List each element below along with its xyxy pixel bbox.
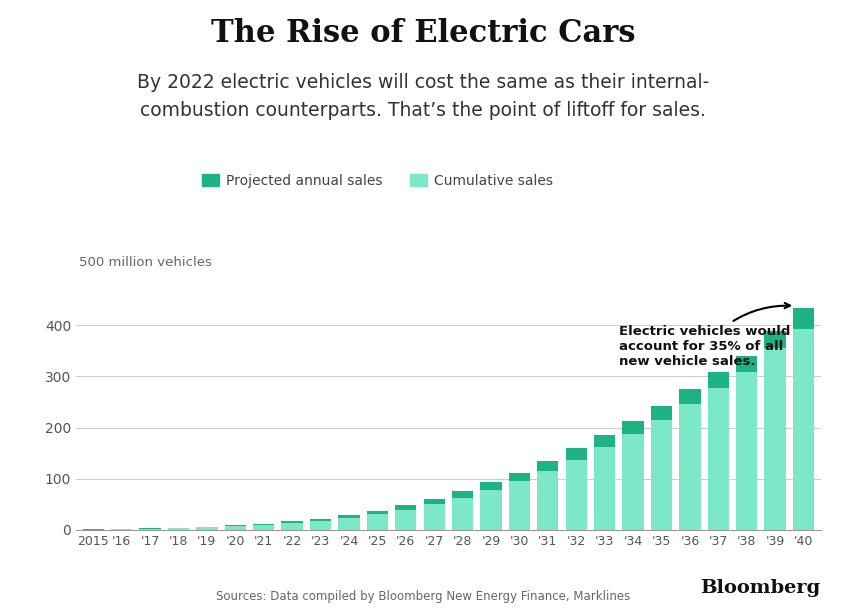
Bar: [140, 529, 161, 530]
Bar: [424, 499, 445, 504]
Bar: [508, 473, 530, 481]
Bar: [366, 515, 388, 530]
Bar: [395, 505, 416, 510]
Bar: [168, 528, 190, 530]
Bar: [623, 421, 644, 434]
Text: By 2022 electric vehicles will cost the same as their internal-
combustion count: By 2022 electric vehicles will cost the …: [137, 73, 709, 120]
Legend: Projected annual sales, Cumulative sales: Projected annual sales, Cumulative sales: [202, 174, 552, 188]
Bar: [508, 481, 530, 530]
Bar: [736, 356, 757, 372]
Bar: [196, 527, 217, 530]
Bar: [594, 435, 615, 448]
Bar: [224, 526, 246, 530]
Text: The Rise of Electric Cars: The Rise of Electric Cars: [211, 18, 635, 49]
Bar: [566, 460, 587, 530]
Bar: [765, 348, 786, 530]
Bar: [424, 504, 445, 530]
Bar: [651, 406, 673, 420]
Bar: [338, 515, 360, 518]
Bar: [282, 521, 303, 523]
Bar: [452, 491, 473, 498]
Bar: [395, 510, 416, 530]
Bar: [566, 448, 587, 460]
Bar: [793, 308, 814, 329]
Bar: [736, 372, 757, 530]
Bar: [310, 521, 331, 530]
Bar: [366, 511, 388, 515]
Bar: [253, 525, 274, 530]
Bar: [623, 434, 644, 530]
Bar: [679, 389, 700, 404]
Bar: [793, 329, 814, 530]
Bar: [707, 371, 729, 388]
Bar: [111, 529, 132, 530]
Bar: [651, 420, 673, 530]
Text: 500 million vehicles: 500 million vehicles: [79, 256, 212, 269]
Bar: [452, 498, 473, 530]
Bar: [481, 482, 502, 490]
Bar: [253, 524, 274, 525]
Bar: [338, 518, 360, 530]
Text: Sources: Data compiled by Bloomberg New Energy Finance, Marklines: Sources: Data compiled by Bloomberg New …: [216, 590, 630, 603]
Bar: [310, 519, 331, 521]
Bar: [537, 471, 558, 530]
Bar: [481, 490, 502, 530]
Bar: [707, 388, 729, 530]
Bar: [594, 448, 615, 530]
Bar: [765, 331, 786, 348]
Bar: [679, 404, 700, 530]
Bar: [282, 523, 303, 530]
Bar: [168, 527, 190, 528]
Text: Bloomberg: Bloomberg: [700, 579, 821, 597]
Text: Electric vehicles would
account for 35% of all
new vehicle sales.: Electric vehicles would account for 35% …: [619, 303, 790, 368]
Bar: [537, 461, 558, 471]
